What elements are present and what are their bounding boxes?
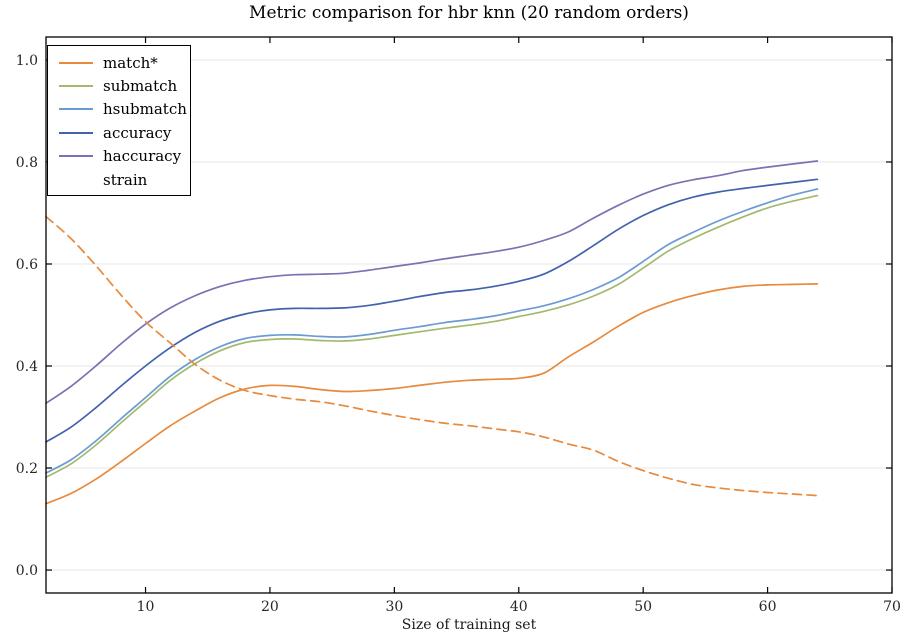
legend-label: submatch [103, 77, 178, 96]
line-submatch [45, 194, 819, 479]
legend-line-sample-icon [59, 108, 93, 111]
legend-label: match* [103, 53, 158, 72]
legend: match* submatch hsubmatch accuracy haccuracy… [47, 45, 191, 196]
legend-label: haccuracy [103, 147, 182, 166]
y-tick-label: 0.8 [16, 155, 38, 171]
y-tick-label: 0.0 [16, 563, 38, 579]
x-tick-label: 50 [634, 599, 652, 615]
legend-line-sample-icon [59, 61, 93, 64]
legend-row: accuracy [48, 121, 190, 144]
legend-row: strain [48, 168, 190, 191]
legend-label: strain [103, 170, 148, 189]
plot-border [45, 36, 893, 594]
x-tick-label: 30 [385, 599, 403, 615]
legend-row: haccuracy [48, 145, 190, 168]
x-tick-label: 60 [759, 599, 777, 615]
line-accuracy [45, 178, 819, 443]
x-tick-label: 70 [883, 599, 901, 615]
line-haccuracy [45, 160, 819, 405]
legend-line-sample-icon [59, 179, 93, 181]
x-axis-label: Size of training set [401, 617, 537, 633]
y-tick-label: 1.0 [16, 53, 38, 69]
x-tick-label: 10 [137, 599, 155, 615]
legend-line-sample-icon [59, 85, 93, 88]
legend-row: match* [48, 51, 190, 74]
line-strain [45, 215, 819, 497]
x-tick-label: 20 [261, 599, 279, 615]
plot-title: Metric comparison for hbr knn (20 random… [249, 3, 689, 23]
y-tick-label: 0.2 [16, 461, 38, 477]
legend-row: submatch [48, 74, 190, 97]
legend-row: hsubmatch [48, 98, 190, 121]
legend-line-sample-icon [59, 155, 93, 158]
y-tick-label: 0.4 [16, 359, 38, 375]
line-match [45, 283, 819, 505]
legend-label: accuracy [103, 123, 172, 142]
legend-label: hsubmatch [103, 100, 187, 119]
line-hsubmatch [45, 188, 819, 474]
x-tick-label: 40 [510, 599, 528, 615]
y-tick-label: 0.6 [16, 257, 38, 273]
legend-line-sample-icon [59, 131, 93, 134]
